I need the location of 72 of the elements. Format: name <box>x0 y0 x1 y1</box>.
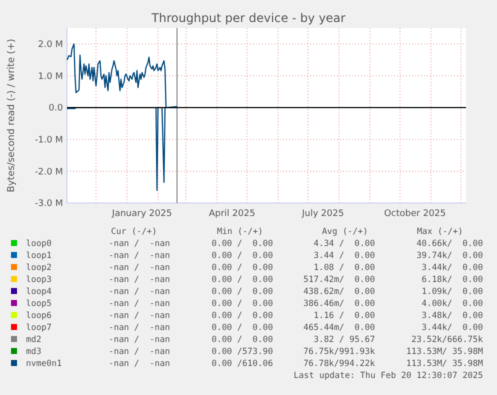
text: 0.00 / 0.00 <box>212 335 273 345</box>
x-tick-label: July 2025 <box>301 209 344 219</box>
text: 23.52k/666.75k <box>411 335 483 345</box>
text: 4.34 / 0.00 <box>314 239 375 249</box>
text: 0.00 / 0.00 <box>212 251 273 261</box>
text: 6.18k/ 0.00 <box>422 275 483 285</box>
text: 76.78k/994.22k <box>303 359 375 369</box>
text: 0.00 / 0.00 <box>212 287 273 297</box>
y-tick-label: 2.0 M <box>38 40 63 50</box>
text: -nan / -nan <box>108 263 170 273</box>
text: -nan / -nan <box>108 239 170 249</box>
legend-label: md2 <box>26 335 42 345</box>
text: 3.48k/ 0.00 <box>422 311 483 321</box>
text: 438.62m/ 0.00 <box>303 287 375 297</box>
text: 4.00k/ 0.00 <box>422 299 483 309</box>
text: -nan / -nan <box>108 251 170 261</box>
text: 0.00 / 0.00 <box>212 299 273 309</box>
text: Last update: Thu Feb 20 12:30:07 2025 <box>294 371 483 381</box>
text: -nan / -nan <box>108 335 170 345</box>
y-tick-label: 1.0 M <box>38 72 63 82</box>
legend-label: loop0 <box>26 239 52 249</box>
text: 39.74k/ 0.00 <box>416 251 483 261</box>
text: 386.46m/ 0.00 <box>303 299 375 309</box>
text: 1.09k/ 0.00 <box>422 287 483 297</box>
text: -nan / -nan <box>108 323 170 333</box>
text: Avg (-/+) <box>322 227 368 237</box>
y-tick-label: -3.0 M <box>34 199 63 210</box>
text: 3.44k/ 0.00 <box>422 263 483 273</box>
legend-label: nvme0n1 <box>26 359 62 369</box>
text: Max (-/+) <box>416 227 464 237</box>
text: -nan / -nan <box>108 287 170 297</box>
legend-label: loop7 <box>26 323 52 333</box>
text: Min (-/+) <box>216 227 264 237</box>
text: 0.00 / 0.00 <box>212 311 273 321</box>
x-tick-label: April 2025 <box>208 209 256 219</box>
legend-label: loop6 <box>26 311 52 321</box>
text: -nan / -nan <box>108 347 170 357</box>
text: -nan / -nan <box>108 359 170 369</box>
text: 3.44k/ 0.00 <box>422 323 483 333</box>
text: 0.00 / 0.00 <box>212 263 273 273</box>
text: 1.16 / 0.00 <box>314 311 375 321</box>
legend-label: loop5 <box>26 299 52 309</box>
x-tick-label: October 2025 <box>384 209 446 219</box>
legend-label: loop4 <box>26 287 52 297</box>
text: 0.00 /610.06 <box>212 359 273 369</box>
text: 1.08 / 0.00 <box>314 263 375 273</box>
text: -nan / -nan <box>108 275 170 285</box>
text: 0.00 / 0.00 <box>212 323 273 333</box>
text: 76.75k/991.93k <box>303 347 375 357</box>
y-tick-label: 0.0 <box>48 104 64 114</box>
text: 0.00 /573.90 <box>212 347 273 357</box>
legend-label: loop3 <box>26 275 52 285</box>
text: -nan / -nan <box>108 311 170 321</box>
text: 517.42m/ 0.00 <box>303 275 375 285</box>
legend-label: loop1 <box>26 251 52 261</box>
text: 40.66k/ 0.00 <box>416 239 483 249</box>
y-tick-label: -1.0 M <box>34 136 63 146</box>
text: 0.00 / 0.00 <box>212 275 273 285</box>
text: 113.53M/ 35.98M <box>406 347 483 357</box>
text: 3.44 / 0.00 <box>314 251 375 261</box>
text: -nan / -nan <box>108 299 170 309</box>
text: 113.53M/ 35.98M <box>406 359 483 369</box>
text: 0.00 / 0.00 <box>212 239 273 249</box>
y-axis-title: Bytes/second read (-) / write (+) <box>6 38 17 192</box>
legend-label: loop2 <box>26 263 52 273</box>
legend-label: md3 <box>26 347 42 357</box>
text: Cur (-/+) <box>110 227 158 237</box>
x-tick-label: January 2025 <box>111 209 172 219</box>
text: 465.44m/ 0.00 <box>303 323 375 333</box>
chart-title: Throughput per device - by year <box>150 11 346 25</box>
text: 3.82 / 95.67 <box>314 335 375 345</box>
y-tick-label: -2.0 M <box>34 167 63 178</box>
